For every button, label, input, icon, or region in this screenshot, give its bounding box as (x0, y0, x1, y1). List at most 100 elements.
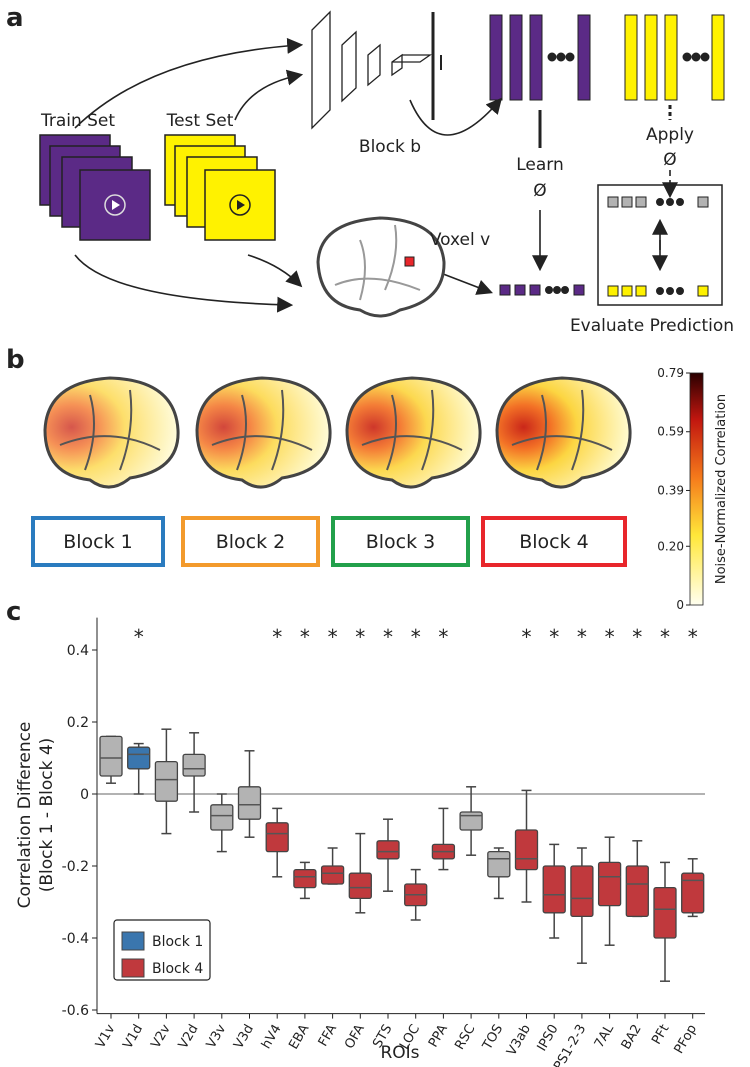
y-tick-label: -0.6 (62, 1003, 89, 1019)
x-tick-label: V3v (204, 1022, 230, 1051)
voxel-label: Voxel v (430, 230, 490, 250)
box (487, 850, 511, 878)
x-tick-label: PPA (426, 1022, 451, 1050)
panel-label: c (6, 597, 21, 627)
significance: * (605, 625, 615, 649)
box (154, 760, 179, 802)
significance: * (549, 625, 559, 649)
apply-symbol: Ø (663, 150, 676, 170)
evaluate-box (597, 184, 723, 306)
box (99, 735, 123, 777)
colorbar-label: Noise-Normalized Correlation (714, 394, 729, 584)
cnn (311, 10, 442, 130)
learn-label: Learn (516, 155, 564, 175)
significance: * (660, 625, 670, 649)
significance: * (300, 625, 310, 649)
brain-map (495, 376, 632, 489)
x-tick-label: PFt (649, 1022, 672, 1047)
colorbar-tick-label: 0.79 (657, 366, 684, 380)
block-label: Block 2 (216, 531, 286, 553)
x-tick-label: V3d (231, 1022, 257, 1052)
box (348, 872, 372, 900)
brain (316, 216, 446, 318)
train-label: Train Set (40, 111, 115, 131)
box (182, 753, 206, 777)
significance: * (355, 625, 365, 649)
brain-map (345, 376, 482, 489)
box (237, 786, 262, 820)
box (320, 865, 345, 885)
x-tick-label: 7AL (592, 1021, 618, 1050)
significance: * (632, 625, 642, 649)
legend-swatch (121, 931, 145, 951)
colorbar-tick-label: 0.39 (657, 483, 684, 497)
y-axis-label: (Block 1 - Block 4) (37, 738, 57, 893)
evaluate-label: Evaluate Prediction (570, 316, 734, 336)
box-chart: -0.6 -0.4 -0.2 0 0.2 0.4 Correlation Differenc… (15, 617, 705, 1067)
brain-map (43, 376, 180, 489)
significance: * (577, 625, 587, 649)
apply-label: Apply (646, 125, 694, 145)
x-tick-label: V1d (120, 1022, 146, 1052)
brain-maps (43, 376, 632, 489)
colorbar (689, 372, 704, 606)
y-tick-label: 0.2 (67, 715, 89, 731)
box (127, 746, 151, 770)
yellow-features (624, 14, 725, 101)
box (265, 822, 289, 853)
box (293, 868, 317, 889)
x-tick-label: OFA (342, 1022, 368, 1052)
y-tick-label: 0 (80, 787, 89, 803)
box (597, 861, 622, 907)
x-tick-label: hV4 (259, 1022, 285, 1052)
block-label: Block 1 (63, 531, 133, 553)
box (376, 840, 400, 860)
box (459, 811, 483, 831)
significance: * (134, 625, 144, 649)
significance: * (328, 625, 338, 649)
box (625, 865, 649, 918)
x-tick-label: V2v (148, 1022, 174, 1051)
x-tick-label: V3ab (504, 1022, 534, 1058)
colorbar-tick-label: 0.59 (657, 425, 684, 439)
y-tick-label: 0.4 (67, 643, 89, 659)
x-axis-label: ROIs (380, 1043, 419, 1063)
x-tick-label: TOS (480, 1022, 507, 1053)
box (570, 865, 594, 918)
y-axis-label: Correlation Difference (15, 722, 35, 909)
panel-label: a (6, 3, 24, 33)
x-tick-label: FFA (316, 1022, 340, 1049)
box (514, 829, 539, 871)
y-tick-label: -0.2 (62, 859, 89, 875)
colorbar-tick-label: 0 (676, 598, 684, 612)
legend-swatch (121, 958, 145, 978)
colorbar-tick-label: 0.20 (657, 539, 684, 553)
box (542, 865, 566, 914)
brain-sulci (211, 389, 313, 471)
x-tick-label: RSC (452, 1022, 478, 1052)
block-box (331, 516, 470, 567)
colorbar-axis: 0 0.20 0.39 0.59 0.79 (657, 366, 690, 612)
x-tick-label: V1v (93, 1022, 119, 1051)
brain-sulci (361, 389, 463, 471)
box (653, 886, 677, 939)
legend-label: Block 4 (152, 961, 203, 977)
block-label: Block b (359, 137, 421, 157)
box (210, 804, 234, 831)
box (681, 872, 705, 914)
block-box (181, 516, 320, 567)
block-label: Block 3 (366, 531, 436, 553)
brain-sulci (59, 389, 161, 471)
x-tick-label: PFop (672, 1022, 701, 1056)
x-tick-label: IPS0 (535, 1022, 562, 1054)
x-tick-label: EBA (286, 1022, 312, 1052)
learn-symbol: Ø (533, 181, 546, 201)
block-box (481, 516, 627, 567)
significance: * (383, 625, 393, 649)
significance: * (438, 625, 448, 649)
brain-map (195, 376, 332, 489)
test-stack (164, 134, 276, 241)
significance: * (411, 625, 421, 649)
voxel-series (499, 284, 585, 296)
